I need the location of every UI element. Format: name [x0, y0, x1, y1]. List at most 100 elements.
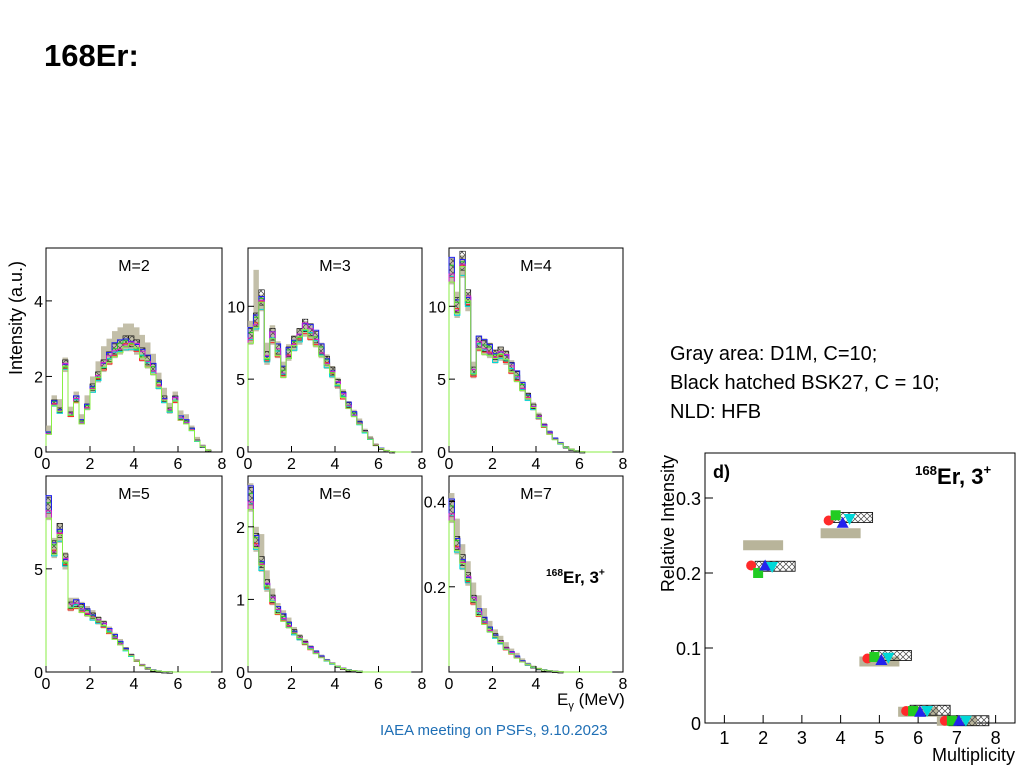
series-line-6	[247, 509, 412, 673]
marker-triangle-up	[759, 559, 772, 571]
panel-label: M=5	[118, 486, 150, 503]
x-tick-label: 0	[244, 676, 253, 693]
hatched-bin	[56, 522, 63, 538]
spectrum-panel-2: 0 2 4 6 8 0 2 4 M=2	[34, 247, 227, 473]
marker-square	[946, 715, 957, 726]
series-line-6	[45, 517, 211, 673]
marker-square	[869, 652, 880, 662]
x-tick-label: 2	[758, 728, 768, 748]
spectrum-panel-4: 0 2 4 6 8 0 5 10 M=4	[428, 247, 628, 473]
panel-frame	[247, 475, 423, 673]
hatched-bin	[307, 323, 314, 337]
gray-band-bin	[503, 642, 509, 651]
hatched-bin	[459, 250, 466, 271]
marker-triangle-down	[959, 715, 972, 727]
y-tick-label: 0.4	[424, 495, 446, 512]
panel-frame	[704, 452, 1016, 724]
spectrum-panel-7: 0 2 4 6 8 0.2 0.4 M=7	[424, 475, 628, 693]
series-line-6	[448, 266, 613, 453]
marker-triangle-up	[836, 516, 849, 528]
y-tick-label: 0	[437, 445, 446, 462]
hatched-bin	[258, 289, 265, 306]
panel-label: M=6	[319, 486, 351, 503]
spectrum-panel-5: 0 2 4 6 8 0 5 M=5	[34, 475, 227, 693]
x-tick-label: 4	[130, 676, 139, 693]
y-tick-label: 4	[34, 294, 43, 311]
x-tick-label: 8	[218, 676, 227, 693]
x-tick-label: 6	[374, 676, 383, 693]
gray-band-box	[743, 540, 784, 551]
panel-frame	[448, 247, 624, 453]
x-tick-label: 2	[287, 456, 296, 473]
x-tick-label: 0	[42, 456, 51, 473]
x-tick-label: 2	[86, 456, 95, 473]
x-tick-label: 1	[719, 728, 729, 748]
y-tick-label: 5	[236, 372, 245, 389]
x-tick-label: 0	[445, 456, 454, 473]
panel-label: M=7	[520, 486, 552, 503]
gray-band-bin	[476, 595, 482, 618]
marker-square	[753, 568, 764, 578]
y-tick-label: 0.1	[676, 639, 701, 659]
gray-band-bin	[101, 346, 107, 373]
y-tick-label: 0.2	[676, 564, 701, 584]
gray-band-box	[820, 528, 861, 539]
panel-frame	[45, 475, 223, 673]
marker-triangle-down	[843, 514, 856, 525]
x-tick-label: 4	[331, 456, 340, 473]
x-tick-label: 7	[952, 728, 962, 748]
panel-label: M=3	[319, 258, 351, 275]
spectra-annotation: 168Er, 3+	[546, 567, 605, 587]
gray-band-bin	[470, 582, 477, 606]
note-nld: NLD: HFB	[670, 401, 762, 423]
spectra-y-axis-label: Intensity (a.u.)	[6, 261, 26, 375]
gray-band-bin	[161, 387, 167, 404]
x-tick-label: 4	[331, 676, 340, 693]
marker-triangle-down	[921, 706, 934, 717]
x-tick-label: 8	[418, 456, 427, 473]
x-tick-label: 0	[445, 676, 454, 693]
x-tick-label: 8	[991, 728, 1001, 748]
x-tick-label: 6	[174, 456, 183, 473]
relative-intensity-panel: 1 2 3 4 5 6 7 8 0 0.1 0.2 0.3 Multiplicity Relative I…	[658, 452, 1016, 765]
y-tick-label: 2	[34, 369, 43, 386]
marker-triangle-up	[952, 714, 965, 726]
gray-band-bin	[200, 444, 206, 447]
note-black-hatched: Black hatched BSK27, C = 10;	[670, 372, 940, 394]
x-tick-label: 2	[488, 676, 497, 693]
relative-intensity-annotation: 168Er, 3+	[915, 462, 992, 489]
x-tick-label: 0	[244, 456, 253, 473]
x-tick-label: 4	[130, 456, 139, 473]
panel-label: M=4	[520, 258, 552, 275]
hatched-bin	[106, 351, 113, 362]
marker-triangle-down	[766, 562, 779, 573]
gray-band-bin	[258, 534, 265, 572]
x-tick-label: 8	[418, 676, 427, 693]
x-tick-label: 0	[42, 676, 51, 693]
slide-title: 168Er:	[44, 38, 139, 73]
x-tick-label: 5	[874, 728, 884, 748]
y-tick-label: 5	[437, 372, 446, 389]
y-tick-label: 1	[236, 592, 245, 609]
series-line-6	[45, 343, 211, 452]
x-tick-label: 8	[619, 456, 628, 473]
hatched-bin	[508, 362, 515, 372]
y-tick-label: 0	[236, 665, 245, 682]
series-line-6	[448, 520, 613, 673]
x-tick-label: 6	[913, 728, 923, 748]
y-tick-label: 10	[428, 299, 446, 316]
panel-frame	[448, 475, 624, 673]
x-tick-label: 4	[532, 456, 541, 473]
y-tick-label: 0.3	[676, 489, 701, 509]
spectrum-panel-3: 0 2 4 6 8 0 5 10 M=3	[227, 247, 427, 473]
gray-band-bin	[253, 269, 259, 332]
x-tick-label: 4	[836, 728, 846, 748]
y-tick-label: 0.2	[424, 580, 446, 597]
panel-tag: d)	[713, 462, 730, 482]
panel-frame	[247, 247, 423, 453]
x-tick-label: 3	[797, 728, 807, 748]
marker-triangle-up	[914, 705, 927, 717]
y-tick-label: 0	[34, 445, 43, 462]
x-tick-label: 8	[218, 456, 227, 473]
